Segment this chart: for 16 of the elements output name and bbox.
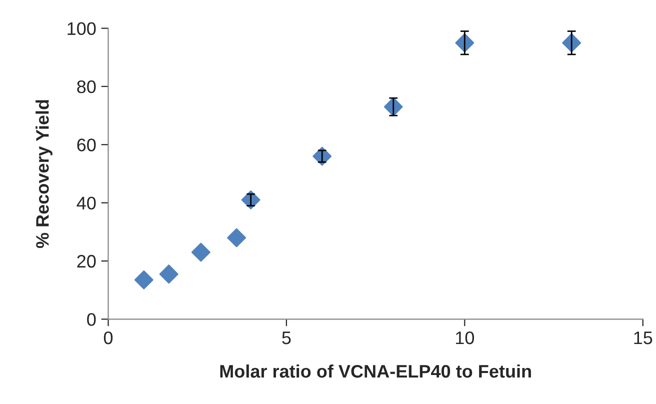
point bbox=[191, 242, 210, 262]
x-tick-label: 0 bbox=[104, 331, 113, 344]
x-tick-label: 15 bbox=[634, 332, 652, 344]
y-tick-label: 20 bbox=[77, 254, 96, 268]
y-tick-label: 0 bbox=[87, 313, 96, 326]
point bbox=[134, 270, 154, 290]
point bbox=[227, 228, 246, 248]
y-tick-label: 100 bbox=[68, 22, 96, 35]
y-tick-label: 80 bbox=[77, 80, 96, 94]
y-tick-label: 60 bbox=[77, 138, 96, 152]
x-tick-label: 5 bbox=[282, 332, 291, 344]
x-axis-title: Molar ratio of VCNA-ELP40 to Fetuin bbox=[220, 364, 531, 378]
y-tick-label: 40 bbox=[76, 196, 96, 210]
y-axis-title: % Recovery Yield bbox=[36, 100, 52, 248]
point bbox=[159, 264, 178, 284]
x-tick-label: 10 bbox=[456, 331, 474, 344]
